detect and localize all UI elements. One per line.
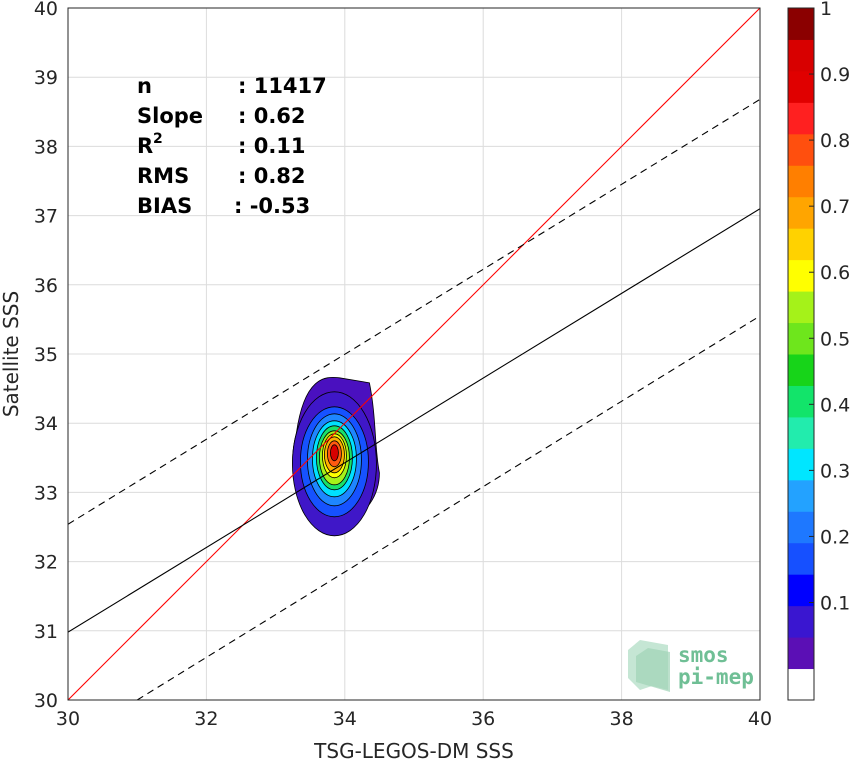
- colorbar-segment: [788, 8, 814, 40]
- colorbar-segment: [788, 291, 814, 324]
- colorbar-tick-label: 1: [820, 0, 832, 20]
- stat-value: : -0.53: [234, 194, 310, 218]
- colorbar-frame: [787, 7, 815, 701]
- y-tick-label: 35: [34, 344, 58, 366]
- colorbar-tick-label: 0.8: [820, 130, 850, 152]
- stat-value: : 11417: [238, 74, 327, 98]
- y-axis-label: Satellite SSS: [0, 291, 23, 417]
- colorbar-tick-label: 0.6: [820, 262, 850, 284]
- colorbar-segment: [788, 511, 814, 544]
- colorbar-segment: [788, 542, 814, 575]
- y-tick-label: 30: [34, 690, 58, 712]
- colorbar-tick-label: 0.5: [820, 328, 850, 350]
- colorbar-segment: [788, 102, 814, 135]
- colorbar-segment: [788, 448, 814, 481]
- colorbar-tick-label: 0.9: [820, 64, 850, 86]
- stat-label: Slope: [137, 104, 203, 128]
- colorbar-tick-label: 0.3: [820, 460, 850, 482]
- stat-label: R: [137, 134, 153, 158]
- y-tick-label: 40: [34, 0, 58, 20]
- colorbar-tick-label: 0.1: [820, 592, 850, 614]
- stat-value: : 0.82: [238, 164, 306, 188]
- colorbar-segment: [788, 668, 814, 701]
- colorbar-tick-label: 0.2: [820, 526, 850, 548]
- logo-text-line2: pi-mep: [678, 665, 754, 689]
- y-tick-label: 31: [34, 621, 58, 643]
- statistics-box: n : 11417 Slope : 0.62 R 2 : 0.11 RMS : 0.82 BIAS…: [137, 74, 327, 218]
- x-tick-label: 36: [471, 708, 495, 730]
- x-tick-labels: 30 32 34 36 38 40: [56, 708, 772, 730]
- colorbar-tick-label: 0.7: [820, 196, 850, 218]
- stat-value: : 0.11: [238, 134, 306, 158]
- reference-lines: [68, 8, 760, 700]
- density-contours: [292, 376, 380, 537]
- colorbar-segment: [788, 259, 814, 292]
- x-tick-label: 34: [333, 708, 357, 730]
- colorbar-segment: [788, 416, 814, 449]
- stat-label: n: [137, 74, 152, 98]
- x-tick-label: 30: [56, 708, 80, 730]
- stat-label: RMS: [137, 164, 189, 188]
- stat-value: : 0.62: [238, 104, 306, 128]
- colorbar-tick-label: 0.4: [820, 394, 850, 416]
- colorbar-segment: [788, 133, 814, 166]
- colorbar-segment: [788, 70, 814, 103]
- colorbar-segment: [788, 605, 814, 638]
- x-axis-label: TSG-LEGOS-DM SSS: [313, 739, 514, 763]
- smos-pimep-logo: smos pi-mep: [628, 640, 754, 692]
- colorbar-segment: [788, 637, 814, 670]
- y-tick-label: 34: [34, 413, 58, 435]
- x-tick-label: 38: [610, 708, 634, 730]
- y-tick-label: 36: [34, 275, 58, 297]
- logo-mark-layer: [636, 648, 670, 692]
- logo-text-line1: smos: [678, 643, 729, 667]
- y-tick-label: 37: [34, 206, 58, 228]
- plot-frame: [67, 7, 761, 701]
- y-tick-labels: 30 31 32 33 34 35 36 37 38 39 40: [34, 0, 58, 712]
- colorbar-segment: [788, 479, 814, 512]
- lower-bound-line: [136, 315, 760, 700]
- identity-line: [68, 8, 760, 700]
- colorbar-segment: [788, 165, 814, 198]
- stat-superscript: 2: [153, 131, 163, 147]
- colorbar-segment: [788, 228, 814, 261]
- colorbar: [787, 7, 815, 701]
- x-tick-label: 40: [748, 708, 772, 730]
- colorbar-tick-labels: 0.1 0.2 0.3 0.4 0.5 0.6 0.7 0.8 0.9 1: [809, 0, 850, 614]
- colorbar-segment: [788, 574, 814, 607]
- colorbar-segment: [788, 39, 814, 72]
- colorbar-segment: [788, 385, 814, 418]
- y-tick-label: 32: [34, 552, 58, 574]
- x-tick-label: 32: [194, 708, 218, 730]
- colorbar-segment: [788, 196, 814, 229]
- y-tick-label: 39: [34, 67, 58, 89]
- y-tick-label: 38: [34, 136, 58, 158]
- regression-line: [68, 208, 760, 633]
- y-tick-label: 33: [34, 482, 58, 504]
- upper-bound-line: [68, 98, 760, 525]
- contour-level: [330, 444, 339, 462]
- colorbar-segment: [788, 354, 814, 386]
- stat-label: BIAS: [137, 194, 192, 218]
